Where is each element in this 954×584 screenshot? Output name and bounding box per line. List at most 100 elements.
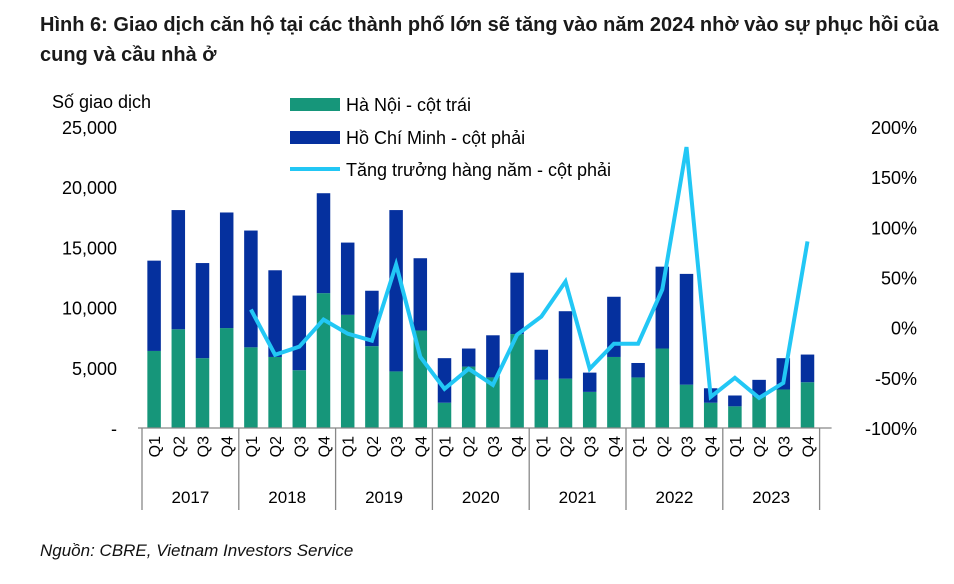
bar-hcm [752, 379, 766, 397]
bar-hcm [413, 258, 428, 331]
bar-hcm [582, 372, 597, 392]
growth-line [249, 146, 810, 401]
bar-hanoi [486, 377, 500, 428]
x-tick-quarter: Q2 [171, 436, 188, 457]
source-note: Nguồn: CBRE, Vietnam Investors Service [40, 541, 354, 560]
bar-hcm [437, 358, 452, 403]
x-tick-quarter: Q3 [680, 436, 697, 457]
legend: Hà Nội - cột trái Hồ Chí Minh - cột phải… [290, 95, 611, 180]
bar-hanoi [703, 402, 718, 428]
bar-hcm [486, 335, 500, 378]
bar-hcm [534, 349, 549, 380]
bar-hcm [728, 395, 742, 407]
x-tick-quarter: Q4 [220, 436, 237, 457]
legend-label-growth: Tăng trưởng hàng năm - cột phải [346, 160, 611, 180]
bar-hcm [800, 354, 815, 383]
y2-tick-label: 150% [871, 168, 917, 188]
x-tick-year: 2019 [365, 488, 403, 507]
bar-hanoi [728, 406, 742, 428]
bar-hanoi [268, 356, 282, 428]
bar-hanoi [389, 371, 403, 428]
bar-hanoi [752, 396, 766, 428]
bar-hanoi [582, 391, 597, 428]
bar-hcm [631, 362, 645, 378]
legend-swatch-hanoi [290, 98, 340, 111]
bar-hcm [655, 266, 670, 349]
x-tick-quarter: Q1 [534, 436, 551, 457]
bar-hcm [219, 212, 234, 329]
y2-tick-label: 0% [891, 319, 917, 339]
x-tick-quarter: Q4 [607, 436, 624, 457]
y-tick-label: 10,000 [62, 299, 117, 319]
x-tick-quarter: Q1 [728, 436, 745, 457]
bar-hcm [510, 272, 524, 335]
x-tick-quarter: Q2 [365, 436, 382, 457]
y-tick-label: - [111, 419, 117, 439]
x-tick-year: 2021 [559, 488, 597, 507]
y-tick-label: 25,000 [62, 118, 117, 138]
bar-hcm [679, 273, 694, 385]
legend-label-hanoi: Hà Nội - cột trái [346, 95, 471, 115]
x-tick-quarter: Q2 [752, 436, 769, 457]
y-tick-label: 5,000 [72, 359, 117, 379]
x-tick-quarter: Q1 [244, 436, 261, 457]
x-tick-quarter: Q3 [292, 436, 309, 457]
bar-hanoi [607, 356, 621, 428]
bar-hanoi [679, 384, 694, 428]
x-tick-quarter: Q3 [196, 436, 213, 457]
x-tick-quarter: Q3 [776, 436, 793, 457]
x-tick-year: 2017 [171, 488, 209, 507]
y2-tick-label: 50% [881, 269, 917, 289]
y2-tick-label: -50% [875, 369, 917, 389]
bar-hanoi [292, 370, 307, 428]
bar-hcm [171, 210, 186, 330]
x-tick-quarter: Q3 [486, 436, 503, 457]
bar-hanoi [244, 347, 258, 428]
y-tick-label: 20,000 [62, 178, 117, 198]
bar-hcm [389, 210, 403, 372]
bar-hanoi [413, 330, 428, 428]
y2-tick-label: 100% [871, 218, 917, 238]
y-tick-label: 15,000 [62, 238, 117, 258]
bar-hanoi [655, 348, 670, 428]
x-tick-quarter: Q1 [631, 436, 648, 457]
bar-hanoi [631, 377, 645, 428]
x-tick-quarter: Q2 [462, 436, 479, 457]
bar-hcm [147, 260, 161, 351]
chart-title: Hình 6: Giao dịch căn hộ tại các thành p… [40, 14, 939, 66]
bar-hanoi [316, 293, 331, 428]
bar-hanoi [195, 358, 210, 428]
x-tick-year: 2020 [462, 488, 500, 507]
x-tick-quarter: Q4 [801, 436, 818, 457]
bar-hcm [195, 263, 210, 359]
bar-hcm [292, 295, 307, 371]
x-tick-quarter: Q1 [341, 436, 358, 457]
bar-hanoi [800, 382, 815, 428]
bar-hcm [558, 311, 573, 379]
y2-tick-label: 200% [871, 118, 917, 138]
bar-hanoi [147, 350, 161, 428]
y2-tick-label: -100% [865, 419, 917, 439]
bar-hanoi [171, 329, 186, 428]
x-tick-quarter: Q4 [704, 436, 721, 457]
legend-label-hcm: Hồ Chí Minh - cột phải [346, 128, 525, 148]
bar-hanoi [461, 366, 476, 428]
x-tick-quarter: Q3 [583, 436, 600, 457]
bar-hcm [316, 193, 331, 294]
bar-hanoi [219, 328, 234, 428]
bar-hcm [244, 230, 258, 348]
x-tick-quarter: Q2 [268, 436, 285, 457]
x-tick-quarter: Q4 [317, 436, 334, 457]
x-tick-quarter: Q1 [147, 436, 164, 457]
bar-hanoi [365, 346, 379, 428]
x-tick-year: 2018 [268, 488, 306, 507]
y-axis-label: Số giao dịch [52, 92, 151, 112]
bar-hcm [340, 242, 355, 315]
x-tick-quarter: Q3 [389, 436, 406, 457]
x-tick-quarter: Q1 [438, 436, 455, 457]
x-tick-quarter: Q2 [559, 436, 576, 457]
x-tick-quarter: Q4 [413, 436, 430, 457]
bar-hanoi [558, 378, 573, 428]
x-tick-quarter: Q2 [655, 436, 672, 457]
